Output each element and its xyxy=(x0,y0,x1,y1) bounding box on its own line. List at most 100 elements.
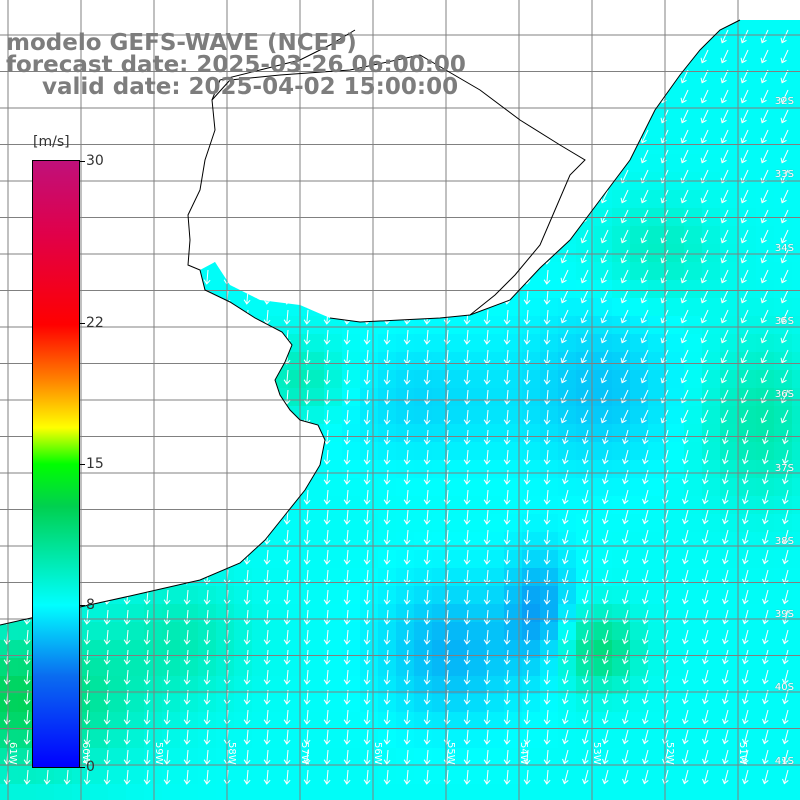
wind-arrow xyxy=(323,569,331,585)
wind-speed-cell xyxy=(396,118,415,137)
wind-speed-cell xyxy=(558,28,577,47)
wind-arrow xyxy=(483,629,491,645)
wind-speed-cell xyxy=(756,298,775,317)
wind-speed-cell xyxy=(18,640,37,659)
wind-arrow xyxy=(443,529,451,545)
wind-arrow xyxy=(403,609,411,625)
wind-arrow xyxy=(343,649,351,665)
wind-arrow xyxy=(762,549,769,565)
wind-speed-cell xyxy=(774,694,793,713)
wind-speed-cell xyxy=(234,514,253,533)
wind-arrow xyxy=(483,169,491,185)
wind-arrow xyxy=(263,709,271,725)
wind-arrow xyxy=(423,309,431,325)
wind-speed-cell xyxy=(702,424,721,443)
wind-arrow xyxy=(780,229,789,244)
wind-arrow xyxy=(762,489,769,505)
wind-arrow xyxy=(263,729,271,745)
wind-speed-cell xyxy=(126,298,145,317)
wind-speed-cell xyxy=(288,406,307,425)
wind-arrow xyxy=(760,329,769,344)
wind-speed-cell xyxy=(504,676,523,695)
wind-speed-cell xyxy=(108,244,127,263)
wind-speed-cell xyxy=(792,20,800,29)
longitude-label: 59W xyxy=(153,742,164,765)
wind-speed-cell xyxy=(396,316,415,335)
wind-speed-cell xyxy=(90,226,109,245)
wind-arrow xyxy=(83,489,91,505)
wind-speed-cell xyxy=(270,532,289,551)
wind-arrow xyxy=(600,189,609,204)
wind-arrow xyxy=(383,609,391,625)
wind-arrow xyxy=(83,349,91,365)
wind-arrow xyxy=(642,749,649,765)
wind-speed-cell xyxy=(576,280,595,299)
wind-speed-cell xyxy=(396,370,415,389)
wind-speed-cell xyxy=(126,244,145,263)
wind-arrow xyxy=(363,289,371,305)
wind-speed-cell xyxy=(702,496,721,515)
wind-speed-cell xyxy=(378,262,397,281)
wind-speed-cell xyxy=(504,604,523,623)
wind-speed-cell xyxy=(666,712,685,731)
wind-arrow xyxy=(403,149,411,165)
wind-arrow xyxy=(163,409,171,425)
wind-speed-cell xyxy=(720,154,739,173)
wind-speed-cell xyxy=(306,154,325,173)
wind-arrow xyxy=(183,489,191,505)
wind-speed-cell xyxy=(630,766,649,785)
wind-arrow xyxy=(560,289,569,304)
wind-arrow xyxy=(742,569,749,585)
wind-arrow xyxy=(3,249,11,265)
wind-arrow xyxy=(283,589,291,605)
wind-speed-cell xyxy=(558,352,577,371)
wind-speed-cell xyxy=(684,352,703,371)
wind-arrow xyxy=(463,629,471,645)
wind-speed-cell xyxy=(450,298,469,317)
wind-arrow xyxy=(780,49,789,64)
wind-speed-cell xyxy=(378,280,397,299)
wind-arrow xyxy=(463,269,471,285)
wind-arrow xyxy=(303,489,311,505)
wind-arrow xyxy=(303,509,311,525)
wind-speed-cell xyxy=(306,712,325,731)
wind-speed-cell xyxy=(468,730,487,749)
wind-speed-cell xyxy=(522,766,541,785)
wind-speed-cell xyxy=(306,370,325,389)
wind-arrow xyxy=(303,209,311,225)
wind-arrow xyxy=(740,229,749,244)
wind-arrow xyxy=(123,169,131,185)
wind-arrow xyxy=(383,569,391,585)
wind-speed-cell xyxy=(648,64,667,83)
wind-arrow xyxy=(383,449,391,465)
wind-speed-cell xyxy=(252,388,271,407)
wind-speed-cell xyxy=(306,280,325,299)
wind-arrow xyxy=(343,489,351,505)
wind-speed-cell xyxy=(792,28,800,47)
wind-speed-cell xyxy=(360,334,379,353)
wind-speed-cell xyxy=(234,478,253,497)
wind-speed-cell xyxy=(216,370,235,389)
wind-speed-cell xyxy=(594,622,613,641)
wind-speed-cell xyxy=(792,532,800,551)
wind-speed-cell xyxy=(90,262,109,281)
wind-arrow xyxy=(463,769,471,785)
wind-speed-cell xyxy=(450,28,469,47)
wind-arrow xyxy=(23,469,31,485)
wind-speed-cell xyxy=(792,442,800,461)
wind-arrow xyxy=(762,509,769,525)
longitude-label: 57W xyxy=(299,742,310,765)
wind-arrow xyxy=(642,449,649,465)
wind-arrow xyxy=(443,329,451,345)
wind-speed-cell xyxy=(432,28,451,47)
wind-speed-cell xyxy=(630,262,649,281)
wind-speed-cell xyxy=(360,262,379,281)
wind-arrow xyxy=(463,469,471,485)
wind-speed-cell xyxy=(432,20,451,29)
wind-arrow xyxy=(283,649,291,665)
wind-arrow xyxy=(363,229,371,245)
wind-speed-cell xyxy=(756,784,775,800)
wind-speed-cell xyxy=(234,280,253,299)
wind-arrow xyxy=(543,749,551,765)
wind-arrow xyxy=(782,629,789,645)
